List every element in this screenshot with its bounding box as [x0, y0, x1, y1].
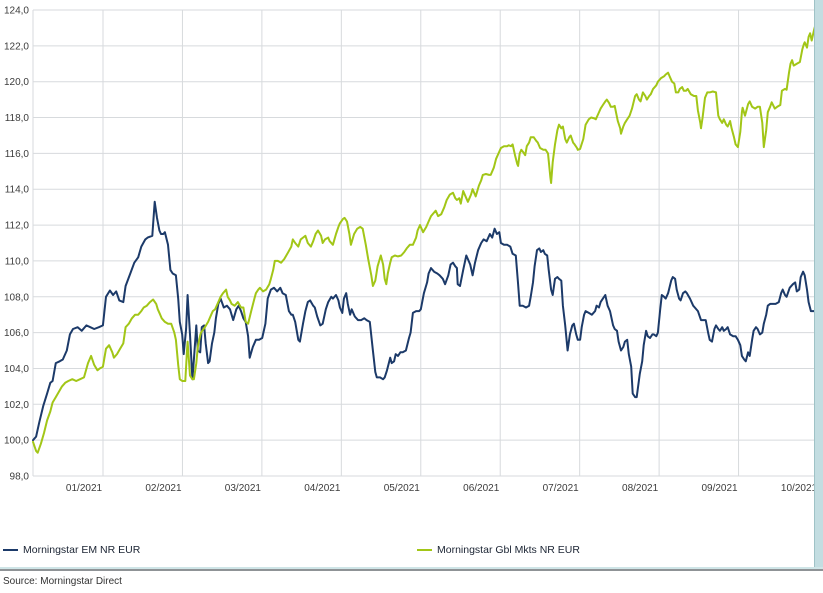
x-tick-label: 06/2021: [463, 483, 500, 494]
x-tick-label: 01/2021: [66, 483, 103, 494]
y-tick-label: 108,0: [4, 292, 29, 303]
y-tick-label: 116,0: [5, 149, 30, 160]
legend: Morningstar EM NR EUR Morningstar Gbl Mk…: [0, 541, 823, 561]
y-tick-label: 104,0: [4, 364, 29, 375]
series-line-em: [32, 200, 819, 442]
y-tick-label: 120,0: [4, 77, 29, 88]
series-line-gbl-mkts: [32, 23, 819, 454]
y-tick-label: 110,0: [5, 256, 30, 267]
legend-swatch-gbl-line: [417, 549, 432, 551]
legend-label-em: Morningstar EM NR EUR: [23, 544, 141, 556]
line-chart: 98,0 100,0 102,0 104,0 106,0 108,0 110,0 112,0 1…: [4, 6, 819, 494]
footer-divider: [0, 569, 823, 571]
y-tick-label: 98,0: [10, 472, 30, 483]
window-edge-strip: [814, 0, 823, 567]
y-tick-label: 102,0: [4, 400, 29, 411]
y-tick-label: 124,0: [4, 6, 29, 17]
x-tick-label: 05/2021: [384, 483, 421, 494]
source-caption: Source: Morningstar Direct: [3, 576, 122, 587]
x-tick-label: 02/2021: [145, 483, 182, 494]
y-tick-label: 114,0: [5, 185, 30, 196]
x-tick-label: 07/2021: [543, 483, 580, 494]
legend-label-gbl: Morningstar Gbl Mkts NR EUR: [437, 544, 580, 556]
x-tick-label: 03/2021: [225, 483, 262, 494]
legend-item-em: Morningstar EM NR EUR: [3, 541, 140, 559]
y-tick-label: 112,0: [5, 221, 30, 232]
footer-divider-highlight: [0, 567, 823, 569]
y-tick-label: 118,0: [5, 113, 30, 124]
y-tick-label: 100,0: [4, 436, 29, 447]
x-tick-label: 04/2021: [304, 483, 341, 494]
y-tick-label: 106,0: [4, 328, 29, 339]
x-tick-label: 10/2021: [781, 483, 818, 494]
x-tick-label: 08/2021: [622, 483, 659, 494]
x-tick-label: 09/2021: [701, 483, 738, 494]
y-tick-label: 122,0: [4, 41, 29, 52]
legend-swatch-em-line: [3, 549, 18, 551]
legend-item-gbl: Morningstar Gbl Mkts NR EUR: [417, 541, 580, 559]
